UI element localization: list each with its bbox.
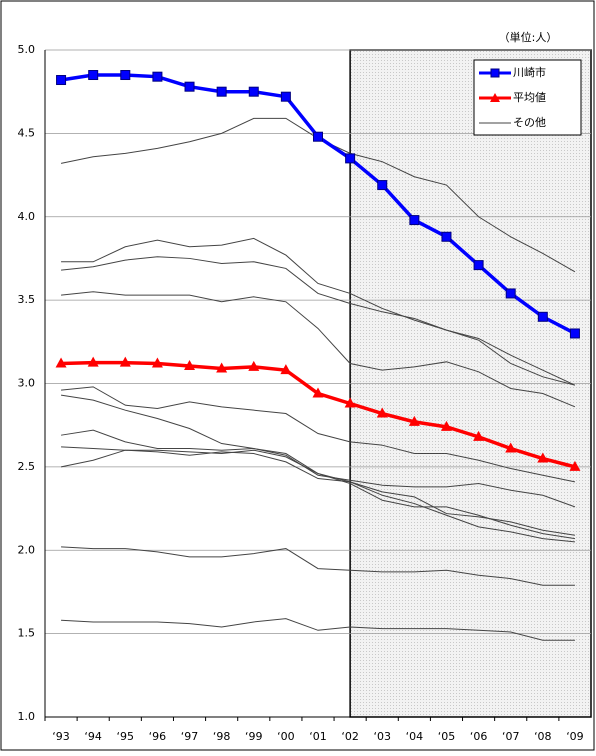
other-line xyxy=(61,237,576,386)
x-tick-label: ‘06 xyxy=(470,730,488,743)
marker xyxy=(152,71,163,82)
x-tick-label: ‘08 xyxy=(534,730,552,743)
x-tick-label: ‘93 xyxy=(52,730,70,743)
marker xyxy=(569,460,581,471)
marker xyxy=(87,356,99,367)
legend-marker xyxy=(490,93,500,102)
marker xyxy=(569,328,580,339)
x-tick-label: ‘07 xyxy=(502,730,520,743)
marker xyxy=(88,70,99,81)
marker xyxy=(184,359,196,370)
marker xyxy=(313,131,323,142)
marker xyxy=(505,442,517,453)
x-tick-label: ‘97 xyxy=(181,730,199,743)
other-line xyxy=(60,449,575,543)
marker xyxy=(55,357,67,368)
y-tick-label: 4.5 xyxy=(18,126,36,139)
y-tick-label: 1.5 xyxy=(18,627,36,640)
x-tick-label: ‘98 xyxy=(213,730,231,743)
marker xyxy=(120,70,131,81)
marker xyxy=(119,356,131,367)
marker xyxy=(473,260,484,271)
marker xyxy=(216,86,227,97)
x-tick-label: ‘09 xyxy=(566,730,584,743)
x-tick-label: ‘94 xyxy=(84,730,102,743)
x-tick-label: ‘99 xyxy=(245,730,263,743)
other-line xyxy=(61,546,575,586)
legend-label: 平均値 xyxy=(513,91,546,104)
y-tick-label: 5.0 xyxy=(18,43,36,56)
marker xyxy=(505,288,516,299)
other-line xyxy=(61,386,576,483)
marker xyxy=(312,387,324,398)
marker xyxy=(280,364,292,375)
x-tick-label: ‘04 xyxy=(406,730,424,743)
x-tick-label: ‘05 xyxy=(438,730,456,743)
y-tick-label: 3.5 xyxy=(18,293,36,306)
unit-label: （単位:人） xyxy=(499,30,558,44)
y-tick-label: 4.0 xyxy=(18,210,36,223)
marker xyxy=(537,452,549,463)
marker xyxy=(537,311,548,322)
other-line xyxy=(61,256,576,386)
marker xyxy=(56,75,67,86)
legend-marker xyxy=(490,68,500,78)
marker xyxy=(441,231,452,242)
x-tick-label: ‘00 xyxy=(277,730,295,743)
x-tick-label: ‘01 xyxy=(309,730,327,743)
marker xyxy=(377,180,388,191)
marker xyxy=(248,360,260,371)
legend-label: その他 xyxy=(513,116,546,129)
other-line xyxy=(61,446,576,540)
y-tick-label: 1.0 xyxy=(18,710,36,723)
marker xyxy=(408,415,420,426)
marker xyxy=(440,420,452,431)
marker xyxy=(216,362,228,373)
x-tick-label: ‘02 xyxy=(341,730,359,743)
x-tick-label: ‘96 xyxy=(149,730,167,743)
marker xyxy=(409,215,420,226)
marker xyxy=(376,407,388,418)
other-line xyxy=(61,618,575,641)
marker xyxy=(280,91,291,102)
x-tick-label: ‘03 xyxy=(373,730,391,743)
marker xyxy=(151,357,163,368)
marker xyxy=(248,86,259,97)
x-tick-label: ‘95 xyxy=(117,730,135,743)
marker xyxy=(344,397,356,408)
marker xyxy=(184,81,195,92)
y-tick-label: 3.0 xyxy=(18,377,36,390)
legend-label: 川崎市 xyxy=(513,65,546,79)
y-tick-label: 2.5 xyxy=(18,460,36,473)
other-line xyxy=(60,394,576,508)
marker xyxy=(345,153,356,164)
other-line xyxy=(61,291,576,408)
y-tick-label: 2.0 xyxy=(18,543,36,556)
marker xyxy=(473,430,485,441)
